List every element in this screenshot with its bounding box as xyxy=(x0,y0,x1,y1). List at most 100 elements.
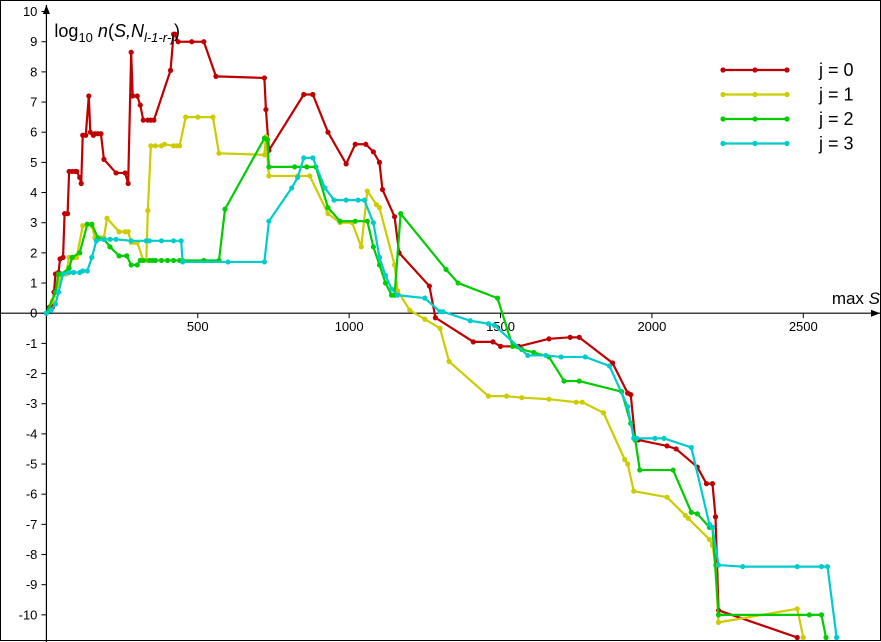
data-point xyxy=(794,634,800,641)
legend-label: j = 2 xyxy=(818,109,854,129)
data-point xyxy=(158,257,165,264)
y-tick-label: -9 xyxy=(26,577,38,592)
data-point xyxy=(688,509,694,515)
data-point xyxy=(325,129,331,135)
data-point xyxy=(806,612,812,618)
data-point xyxy=(125,229,131,235)
data-point xyxy=(261,152,267,158)
data-point xyxy=(307,173,313,179)
data-point xyxy=(352,141,358,147)
data-point xyxy=(69,254,75,260)
x-tick-label: 2500 xyxy=(789,319,818,334)
data-point xyxy=(715,562,722,568)
data-point xyxy=(398,211,404,217)
data-point xyxy=(432,315,439,321)
data-point xyxy=(66,269,72,276)
data-point xyxy=(164,257,171,264)
data-point xyxy=(107,244,113,250)
data-point xyxy=(709,481,716,487)
data-point xyxy=(709,524,716,530)
x-tick-label: 2000 xyxy=(637,319,666,334)
y-tick-label: -5 xyxy=(26,457,38,472)
data-point xyxy=(558,354,564,360)
data-point xyxy=(137,102,143,108)
data-point xyxy=(65,211,71,217)
data-point xyxy=(503,393,510,399)
data-point xyxy=(652,435,658,441)
data-point xyxy=(116,229,122,235)
data-point xyxy=(531,349,537,356)
data-point xyxy=(637,467,643,473)
data-point xyxy=(101,236,107,242)
y-tick-label: 5 xyxy=(30,155,37,170)
data-point xyxy=(426,283,432,289)
data-point xyxy=(510,343,516,349)
legend-swatch-point xyxy=(784,116,790,122)
data-point xyxy=(606,363,613,369)
data-point xyxy=(225,259,231,265)
y-tick-label: 3 xyxy=(30,215,37,230)
data-point xyxy=(740,563,746,570)
data-point xyxy=(794,606,800,612)
data-point xyxy=(266,218,272,224)
data-point xyxy=(107,236,113,242)
data-point xyxy=(422,295,428,301)
data-point xyxy=(304,164,310,170)
data-point xyxy=(201,39,207,45)
data-point xyxy=(183,114,189,120)
data-point xyxy=(325,211,331,217)
data-point xyxy=(337,218,343,224)
axis-ticks: 500 1000 1500 2000 2500-10-9-8-7-6-5-4-3-2-1… xyxy=(19,4,818,622)
data-point xyxy=(494,295,501,301)
data-point xyxy=(715,612,722,618)
y-tick-label: 7 xyxy=(30,95,37,110)
data-point xyxy=(388,286,395,292)
data-point xyxy=(634,435,640,441)
data-point xyxy=(437,325,443,331)
data-point xyxy=(55,289,62,295)
y-tick-label: -6 xyxy=(26,487,38,502)
data-point xyxy=(66,265,72,271)
y-tick-label: -8 xyxy=(26,547,38,562)
data-point xyxy=(794,563,800,570)
data-point xyxy=(266,173,272,179)
data-point xyxy=(376,205,383,211)
data-point xyxy=(124,253,130,259)
data-point xyxy=(625,404,631,410)
data-point xyxy=(128,49,134,55)
data-point xyxy=(485,393,492,399)
data-point xyxy=(264,137,271,143)
y-tick-label: 9 xyxy=(30,34,37,49)
data-point xyxy=(151,117,157,123)
data-point xyxy=(292,164,298,170)
data-point xyxy=(600,410,607,416)
data-point xyxy=(98,131,104,137)
data-point xyxy=(170,257,177,264)
data-point xyxy=(84,221,90,227)
data-point xyxy=(567,334,573,340)
legend-label: j = 1 xyxy=(818,85,854,105)
series-0 xyxy=(43,31,800,641)
data-point xyxy=(376,159,383,165)
data-point xyxy=(213,73,219,80)
legend-swatch-point xyxy=(752,91,758,98)
axes xyxy=(1,5,880,642)
data-point xyxy=(189,39,195,45)
data-point xyxy=(152,257,158,264)
data-point xyxy=(83,132,89,138)
data-point xyxy=(688,444,694,451)
data-point xyxy=(216,150,222,156)
data-point xyxy=(322,185,328,191)
legend-swatch-point xyxy=(784,67,790,73)
data-point xyxy=(263,106,269,113)
data-point xyxy=(261,75,267,81)
data-point xyxy=(395,287,401,294)
data-point xyxy=(130,93,136,99)
series-line xyxy=(45,33,798,639)
y-tick-label: 0 xyxy=(30,306,37,321)
data-point xyxy=(543,352,549,359)
y-tick-label: 6 xyxy=(30,125,37,140)
data-point xyxy=(800,634,806,641)
data-point xyxy=(89,254,95,260)
